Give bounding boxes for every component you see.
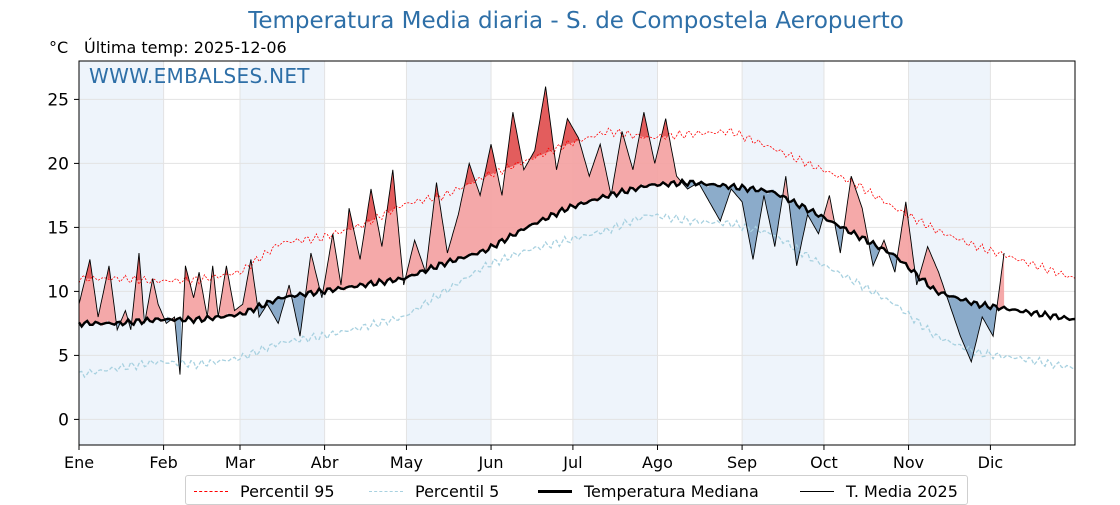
x-tick-label-dic: Dic [978,453,1004,472]
area-above-p95 [639,112,648,138]
area-above-median [323,169,403,294]
series-p5-line [78,213,1076,379]
watermark: WWW.EMBALSES.NET [89,64,310,88]
plot-frame [78,60,1076,446]
x-tick-label-jul: Jul [562,453,582,472]
legend-label-p95: Percentil 95 [240,482,335,501]
area-above-median [405,86,610,282]
area-above-p95 [484,144,497,177]
x-tick-label-may: May [390,453,423,472]
area-above-median [919,246,944,295]
area-above-p95 [366,189,377,223]
area-below-median [945,291,996,362]
area-above-median [208,265,217,321]
series-current-line [78,86,1005,375]
legend-label-median: Temperatura Mediana [584,482,759,501]
month-band-ene [79,61,164,445]
area-above-median [305,253,320,297]
month-band-sep [742,61,824,445]
legend-label-p5: Percentil 5 [415,482,500,501]
area-above-p95 [465,163,475,186]
area-above-median [844,176,868,244]
legend: Percentil 95 Percentil 5 Temperatura Med… [185,475,968,505]
x-tick-label-oct: Oct [810,453,838,472]
y-unit-label: °C [49,38,69,57]
x-tick-label-nov: Nov [893,453,924,472]
series-p95-line [78,127,1076,286]
area-above-p95 [904,201,908,215]
legend-swatch-current [800,491,834,492]
x-tick-label-ago: Ago [642,453,673,472]
y-tick-label: 20 [47,154,69,174]
y-tick-label: 15 [47,218,69,238]
area-above-median [824,195,834,223]
area-above-p95 [506,112,522,169]
y-tick-label: 0 [58,410,69,430]
x-tick-label-sep: Sep [727,453,757,472]
month-band-mar [239,61,325,445]
legend-label-current: T. Media 2025 [846,482,958,501]
area-below-median [175,317,182,375]
area-below-median [889,251,897,273]
y-tick-label: 10 [47,282,69,302]
legend-swatch-median [538,490,572,493]
chart-title: Temperatura Media diaria - S. de Compost… [248,8,904,34]
y-tick-label: 25 [47,90,69,110]
month-band-nov [908,61,991,445]
legend-swatch-p95 [194,491,228,492]
area-below-median [699,181,782,260]
last-temp-label: Última temp: 2025-12-06 [84,38,287,57]
area-below-median [789,199,823,266]
series-median-line [77,177,1076,329]
area-above-median [879,240,889,254]
y-tick-label: 5 [58,346,69,366]
area-above-median [897,201,914,272]
x-tick-label-mar: Mar [225,453,256,472]
x-tick-label-feb: Feb [149,453,177,472]
area-above-p95 [85,259,92,279]
area-above-median [219,259,257,319]
area-above-p95 [347,208,354,230]
x-tick-label-ene: Ene [64,453,94,472]
legend-swatch-p5 [369,491,403,492]
x-tick-label-abr: Abr [311,453,339,472]
area-above-p95 [661,118,669,137]
x-tick-label-jun: Jun [478,453,504,472]
